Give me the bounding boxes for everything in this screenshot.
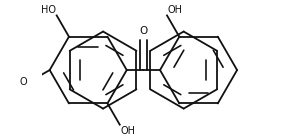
Text: OH: OH — [168, 5, 183, 15]
Text: O: O — [139, 26, 148, 36]
Text: OH: OH — [121, 126, 136, 136]
Text: O: O — [20, 77, 28, 87]
Text: HO: HO — [41, 5, 56, 15]
